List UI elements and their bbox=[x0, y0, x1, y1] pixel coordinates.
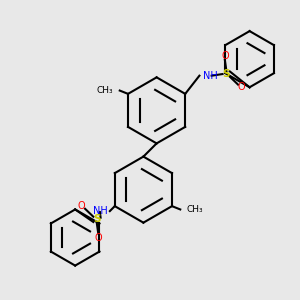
Text: O: O bbox=[78, 201, 85, 211]
Text: NH: NH bbox=[203, 71, 218, 81]
Text: S: S bbox=[93, 214, 100, 224]
Text: O: O bbox=[238, 82, 245, 92]
Text: NH: NH bbox=[93, 206, 108, 216]
Text: CH₃: CH₃ bbox=[97, 86, 113, 95]
Text: S: S bbox=[223, 69, 230, 79]
Text: O: O bbox=[94, 232, 102, 242]
Text: CH₃: CH₃ bbox=[187, 205, 203, 214]
Text: O: O bbox=[221, 51, 229, 61]
